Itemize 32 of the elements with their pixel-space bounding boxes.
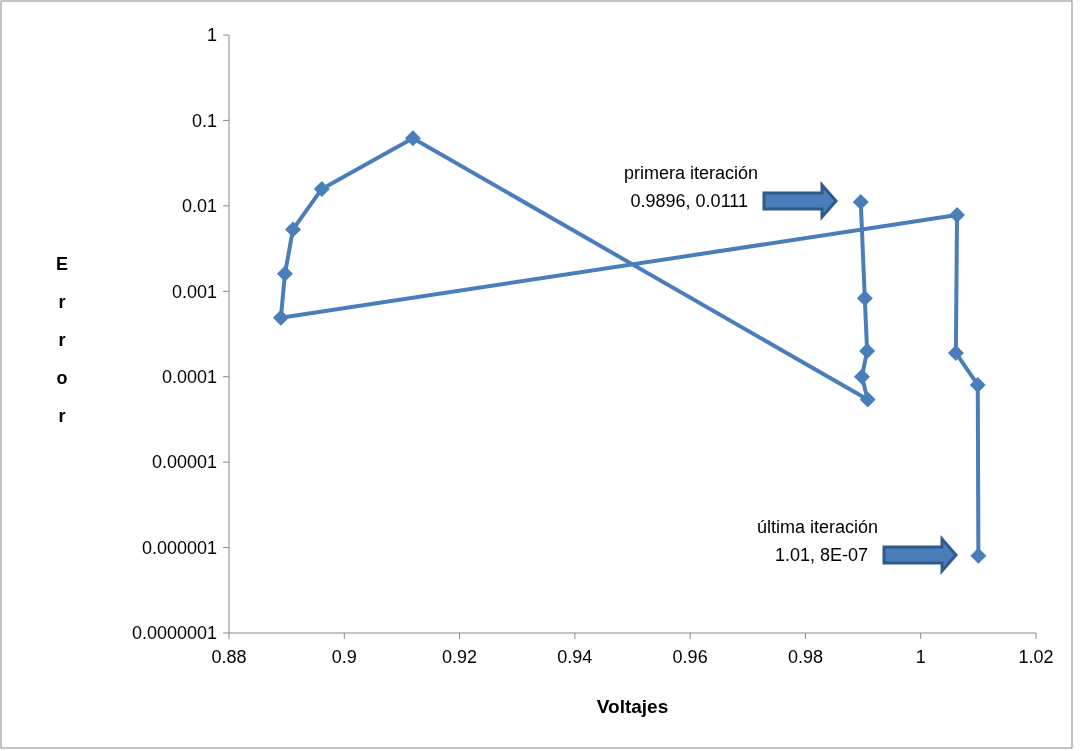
point xyxy=(284,221,301,238)
point xyxy=(853,368,870,385)
point xyxy=(404,130,421,147)
y-tick-label: 1 xyxy=(206,25,217,46)
x-tick-label: 0.88 xyxy=(211,647,247,667)
point xyxy=(859,343,876,359)
annotation: última iteración 1.01, 8E-07 xyxy=(756,517,878,565)
point xyxy=(276,265,293,282)
y-tick-label: 0.001 xyxy=(171,281,217,302)
annotation: primera iteración 0.9896, 0.0111 xyxy=(623,163,758,211)
y-tick-label: 0.0000001 xyxy=(131,623,217,644)
x-tick-label: 1.02 xyxy=(1018,647,1054,667)
x-axis-title: Voltajes xyxy=(596,696,669,717)
y-tick-label: 0.01 xyxy=(181,196,217,217)
point xyxy=(970,547,987,564)
x-tick-label: 0.9 xyxy=(331,647,357,667)
y-axis-title: Error xyxy=(55,254,69,426)
point xyxy=(856,290,873,307)
x-tick-label: 0.94 xyxy=(557,647,593,667)
point xyxy=(272,309,289,326)
point xyxy=(859,391,876,408)
y-tick-label: 0.00001 xyxy=(151,452,217,473)
x-tick-label: 0.92 xyxy=(442,647,478,667)
y-tick-label: 0.000001 xyxy=(141,537,217,558)
point xyxy=(313,180,330,197)
x-tick-label: 1 xyxy=(915,647,926,667)
point xyxy=(969,376,986,393)
point xyxy=(852,193,869,210)
y-tick-label: 0.1 xyxy=(191,110,217,131)
x-tick-label: 0.98 xyxy=(787,647,823,667)
y-tick-label: 0.0001 xyxy=(161,367,217,388)
x-tick-label: 0.96 xyxy=(672,647,708,667)
